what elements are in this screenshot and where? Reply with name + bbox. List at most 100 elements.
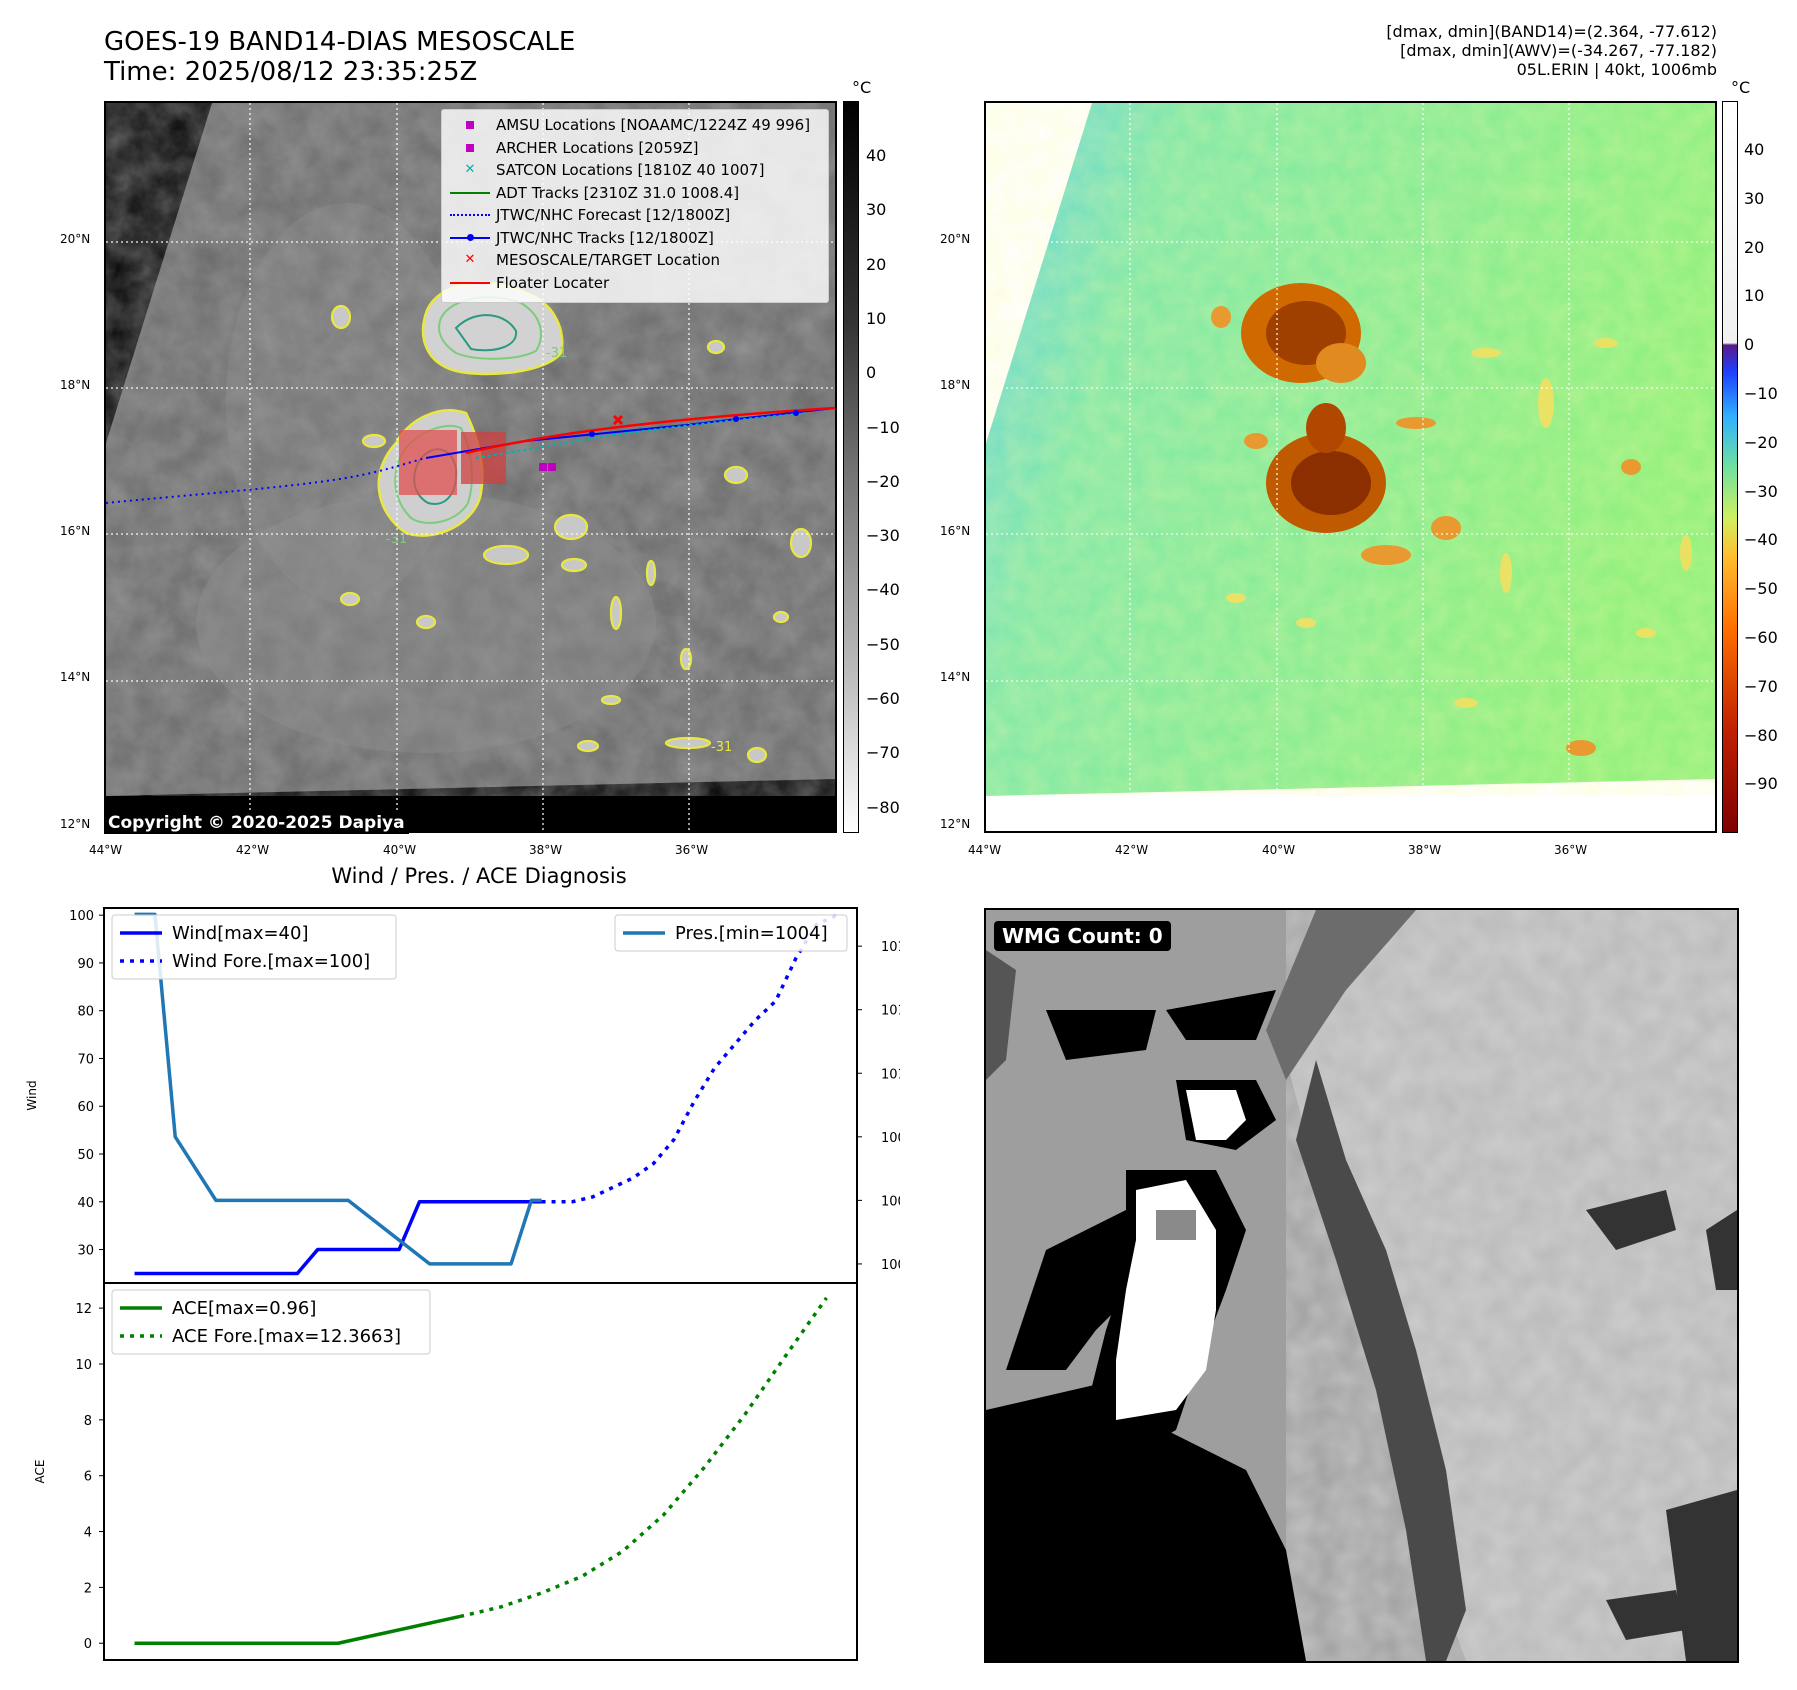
colorbar-tick-label: 40 xyxy=(1744,140,1765,159)
y-tick-label: 12 xyxy=(75,1302,92,1317)
lat-tick: 18°N xyxy=(60,378,91,392)
series-line-2 xyxy=(134,912,542,1266)
lon-tick: 40°W xyxy=(1262,843,1296,857)
lat-tick: 12°N xyxy=(60,817,91,831)
colorbar-tick-label: −10 xyxy=(1744,384,1778,403)
colorbar-unit: °C xyxy=(852,78,872,97)
colorbar-tick-label: 20 xyxy=(1744,237,1765,257)
title-line-1: GOES-19 BAND14-DIAS MESOSCALE xyxy=(104,27,576,57)
x-marker-icon: ✕ xyxy=(464,162,476,178)
chart-legend xyxy=(111,914,397,980)
series-line-0 xyxy=(134,1200,542,1276)
colorbar-tick-label: −50 xyxy=(1744,579,1778,599)
legend-label: JTWC/NHC Tracks [12/1800Z] xyxy=(496,228,714,247)
contour-label-3: -31 xyxy=(711,740,732,755)
lat-tick: 18°N xyxy=(940,378,971,392)
y-tick-label: 8 xyxy=(84,1414,92,1429)
legend-item-amsu: AMSU Locations [NOAAMC/1224Z 49 996] xyxy=(450,114,820,137)
legend-label: AMSU Locations [NOAAMC/1224Z 49 996] xyxy=(496,116,811,134)
y-tick-label: 70 xyxy=(77,1052,94,1067)
lat-tick: 16°N xyxy=(940,524,971,538)
line-marker-icon xyxy=(450,272,490,294)
lon-tick: 38°W xyxy=(529,843,563,857)
colorbar-tick-label: −30 xyxy=(1744,481,1778,501)
legend-item-target: ✕ MESOSCALE/TARGET Location xyxy=(450,249,820,272)
legend-item-satcon: ✕ SATCON Locations [1810Z 40 1007] xyxy=(450,159,820,182)
lon-tick: 42°W xyxy=(1115,843,1149,857)
legend-label: Wind Fore.[max=100] xyxy=(172,951,370,972)
colorbar-tick-label: −70 xyxy=(1744,676,1778,696)
legend-label: Floater Locater xyxy=(496,273,610,292)
colorbar-tick-label: −30 xyxy=(866,526,900,546)
map-legend: AMSU Locations [NOAAMC/1224Z 49 996] ARC… xyxy=(441,109,829,303)
ir-map-panel: -31 -31 -31 AMSU Locations [NOAAMC/1224Z… xyxy=(104,101,837,833)
lon-tick: 42°W xyxy=(236,843,270,857)
y-tick-label: 10 xyxy=(75,1358,92,1373)
colorbar-tick-label: 10 xyxy=(866,308,887,328)
legend-label: ACE Fore.[max=12.3663] xyxy=(172,1326,401,1347)
main-title: GOES-19 BAND14-DIAS MESOSCALE Time: 2025… xyxy=(104,27,575,87)
y2-tick-label: 1004 xyxy=(881,1258,900,1273)
colorbar-tick-label: 0 xyxy=(866,363,877,383)
colorbar-right xyxy=(1722,101,1738,833)
title-line-2: Time: 2025/08/12 23:35:25Z xyxy=(104,57,478,87)
info-line-2: [dmax, dmin](AWV)=(-34.267, -77.182) xyxy=(1400,41,1717,60)
line-marker-icon xyxy=(450,182,490,204)
colorbar-tick-label: −20 xyxy=(1744,432,1778,452)
colorbar-tick-label: −40 xyxy=(866,580,900,600)
lon-tick: 36°W xyxy=(675,843,709,857)
lat-tick: 14°N xyxy=(60,670,91,684)
legend-label: MESOSCALE/TARGET Location xyxy=(496,251,721,269)
colorbar-tick-label: 20 xyxy=(866,254,887,274)
y-tick-label: 4 xyxy=(84,1526,92,1541)
ace-axis-label: ACE xyxy=(33,1460,47,1484)
y2-tick-label: 1006 xyxy=(881,1194,900,1209)
y-tick-label: 6 xyxy=(84,1470,92,1485)
x-marker-icon: ✕ xyxy=(464,252,476,268)
diag-title: Wind / Pres. / ACE Diagnosis xyxy=(331,864,627,888)
legend-label: ACE[max=0.96] xyxy=(172,1298,316,1319)
lon-tick: 38°W xyxy=(1408,843,1442,857)
square-marker-icon xyxy=(450,137,490,159)
line-dot-icon xyxy=(450,227,490,249)
legend-item-forecast: JTWC/NHC Forecast [12/1800Z] xyxy=(450,204,820,227)
colorbar-tick-label: −20 xyxy=(866,471,900,491)
wind-axis-label: Wind xyxy=(25,1080,39,1110)
awv-map-image xyxy=(986,103,1715,831)
colorbar-tick-label: −40 xyxy=(1744,530,1778,550)
series-line-1 xyxy=(541,913,838,1204)
y-tick-label: 40 xyxy=(77,1196,94,1211)
colorbar-tick-label: −90 xyxy=(1744,774,1778,794)
legend-label: SATCON Locations [1810Z 40 1007] xyxy=(496,161,765,179)
legend-label: Pres.[min=1004] xyxy=(675,923,828,944)
diagnosis-chart: 3040506070809010010041006100810101012101… xyxy=(25,907,900,1661)
lat-tick: 20°N xyxy=(940,232,971,246)
lat-tick: 14°N xyxy=(940,670,971,684)
legend-item-adt: ADT Tracks [2310Z 31.0 1008.4] xyxy=(450,182,820,205)
info-line-3: 05L.ERIN | 40kt, 1006mb xyxy=(1516,60,1717,79)
legend-item-floater: Floater Locater xyxy=(450,272,820,295)
dotted-line-icon xyxy=(450,204,490,226)
legend-label: JTWC/NHC Forecast [12/1800Z] xyxy=(496,206,731,224)
wmg-count-label: WMG Count: 0 xyxy=(994,921,1171,951)
y2-tick-label: 1014 xyxy=(881,940,900,955)
chart-legend xyxy=(111,1289,431,1355)
square-marker-icon xyxy=(450,114,490,136)
y-tick-label: 60 xyxy=(77,1100,94,1115)
y-tick-label: 100 xyxy=(69,909,94,924)
colorbar-tick-label: 30 xyxy=(1744,188,1765,208)
colorbar-tick-label: −60 xyxy=(1744,628,1778,647)
lon-tick: 40°W xyxy=(383,843,417,857)
ace-series-line-0 xyxy=(134,1614,461,1645)
wmg-panel xyxy=(984,908,1739,1663)
colorbar-tick-label: 10 xyxy=(1744,286,1765,306)
awv-map-panel xyxy=(984,101,1717,833)
colorbar-unit: °C xyxy=(1731,78,1751,97)
y-tick-label: 2 xyxy=(84,1581,92,1596)
y-tick-label: 30 xyxy=(77,1244,94,1259)
colorbar-tick-label: −70 xyxy=(866,743,900,763)
lat-tick: 12°N xyxy=(940,817,971,831)
legend-label: ADT Tracks [2310Z 31.0 1008.4] xyxy=(496,183,740,202)
